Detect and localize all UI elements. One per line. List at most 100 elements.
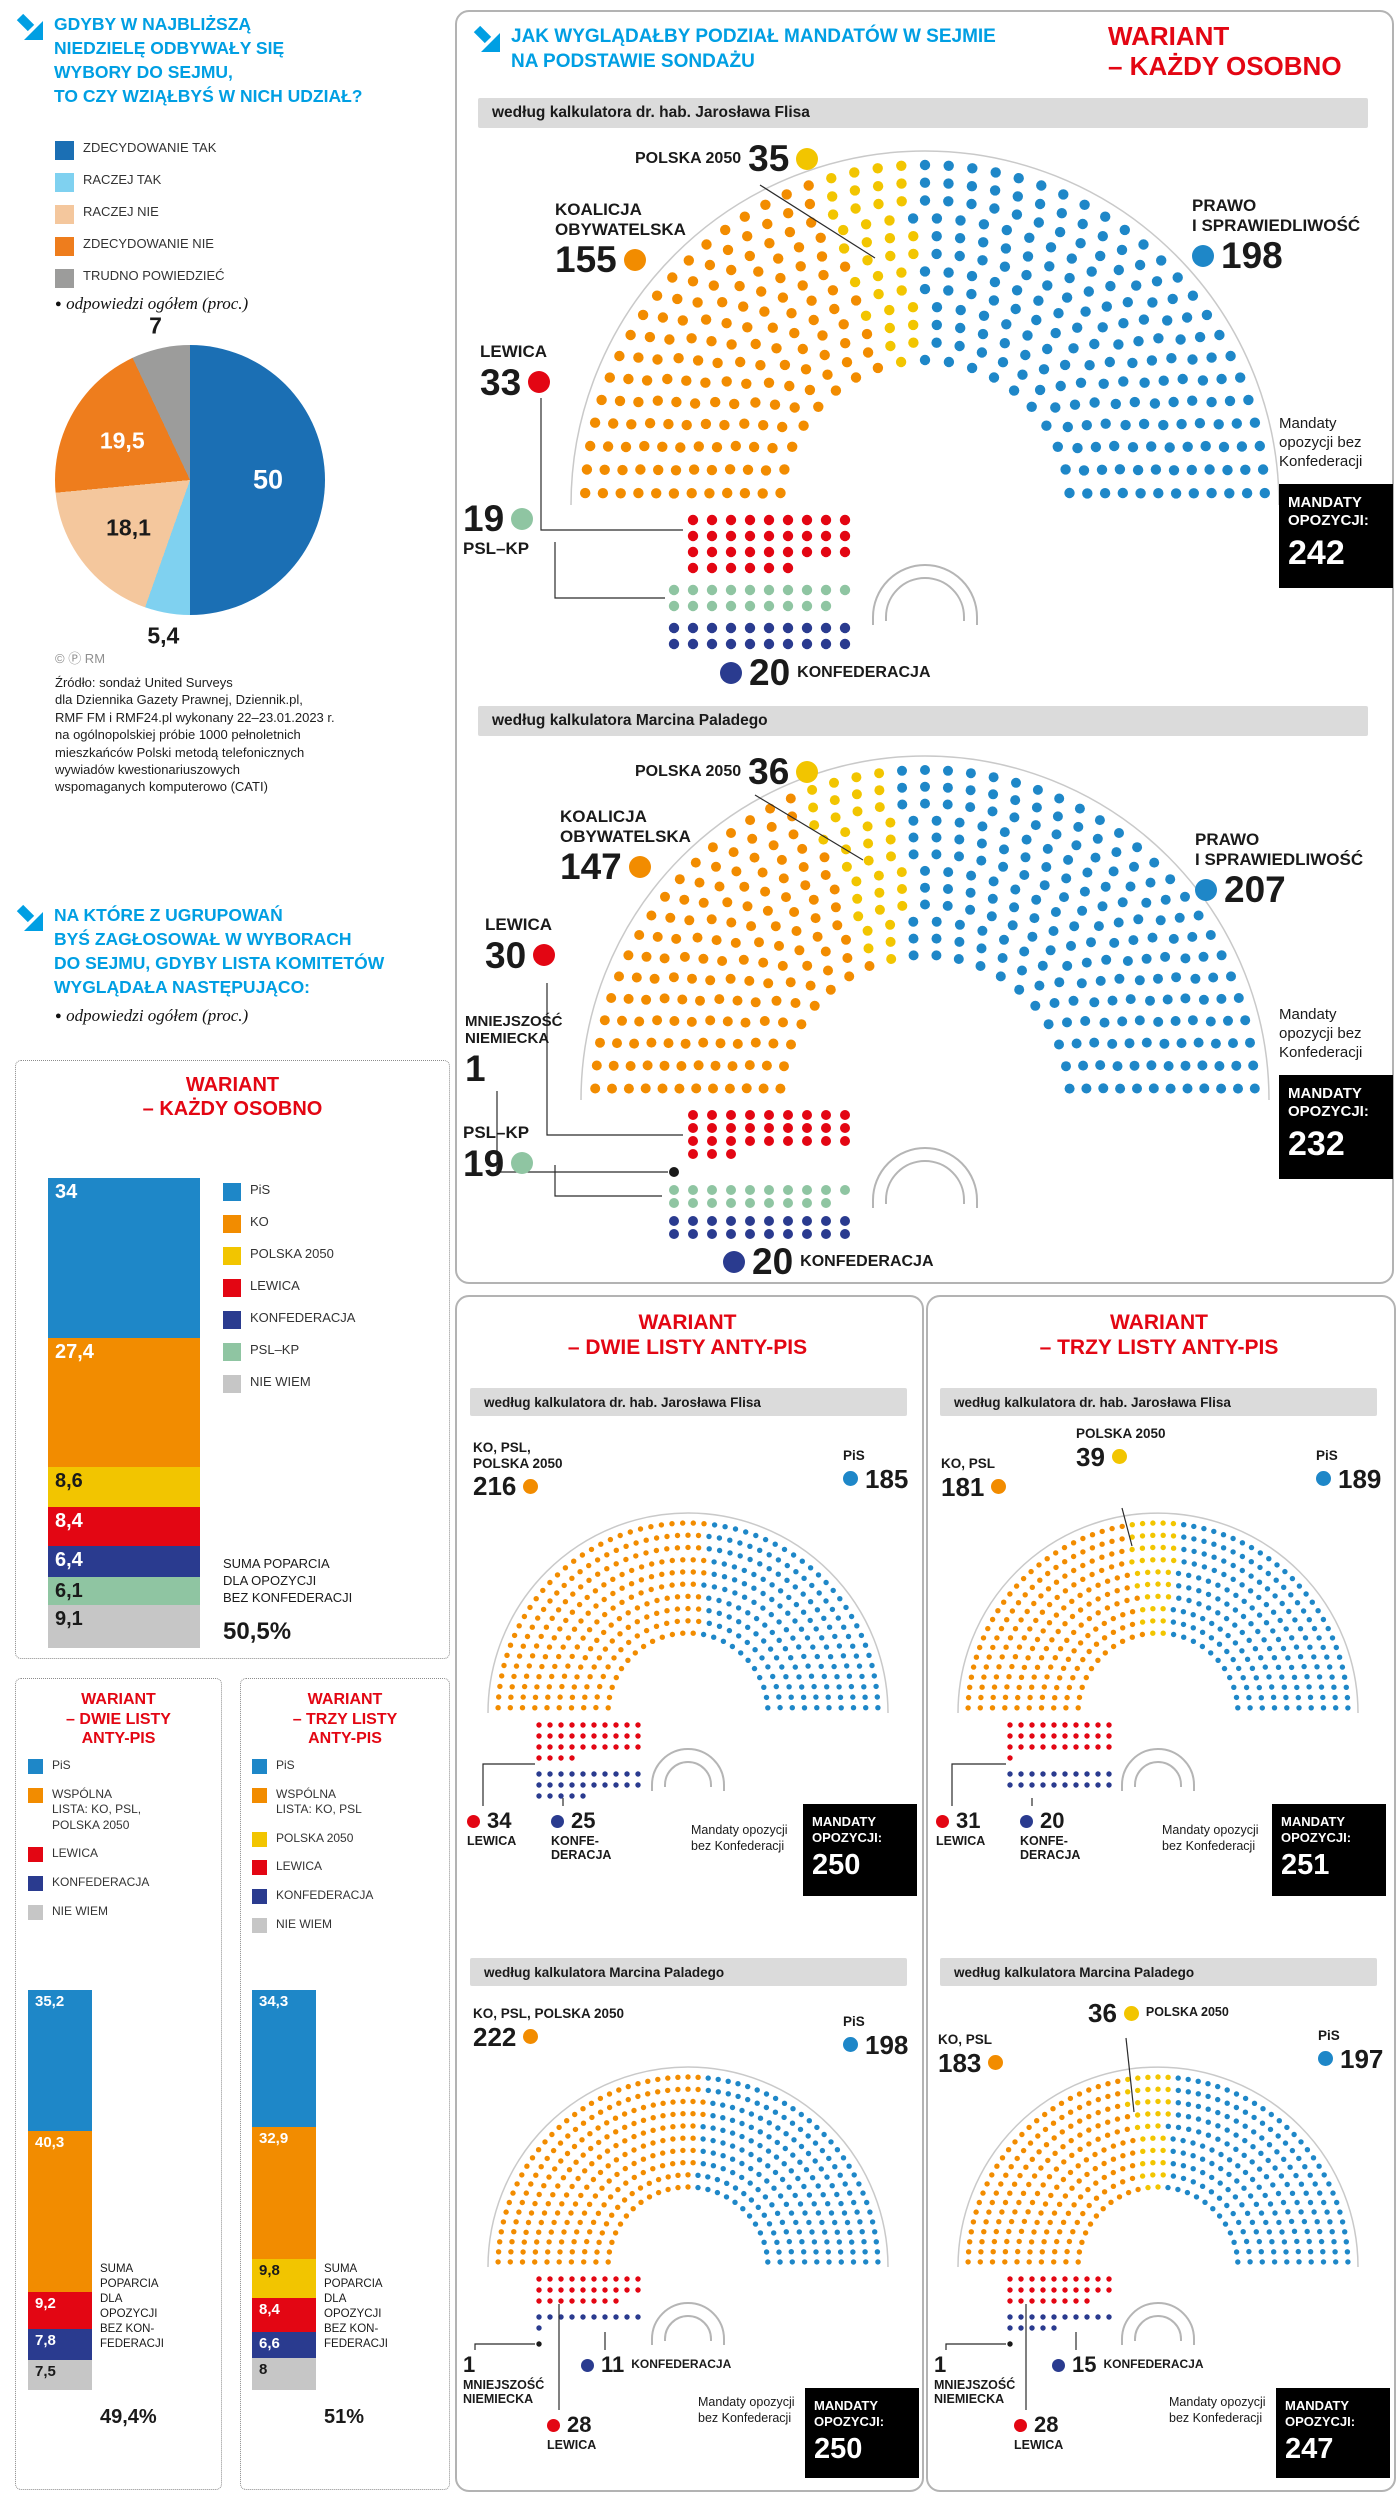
parliament-seats-svg xyxy=(482,1512,889,1806)
bar-value-label: 8,4 xyxy=(259,2301,280,2318)
question1-title: GDYBY W NAJBLIŻSZĄ NIEDZIELĘ ODBYWAŁY SI… xyxy=(54,14,363,107)
legend-label: POLSKA 2050 xyxy=(250,1246,334,1261)
variant1-title: WARIANT – KAŻDY OSOBNO xyxy=(142,1074,323,1120)
party-color-dot xyxy=(1020,1814,1033,1828)
opposition-box-value: 232 xyxy=(1288,1125,1345,1163)
bar-value-label: 40,3 xyxy=(35,2133,65,2151)
party-name: KOALICJA OBYWATELSKA xyxy=(560,807,691,846)
legend-item: RACZEJ TAK xyxy=(55,172,161,192)
party-name: PSL–KP xyxy=(463,539,530,558)
party-color-dot xyxy=(1318,2051,1333,2067)
bar-segment xyxy=(48,1337,200,1467)
party-color-dot xyxy=(796,760,819,783)
opposition-box-label: MANDATY OPOZYCJI: xyxy=(1281,1814,1352,1845)
opposition-box-value: 251 xyxy=(1281,1849,1330,1882)
legend-item: NIE WIEM xyxy=(223,1374,311,1393)
callout-p2050: 36 POLSKA 2050 xyxy=(1088,1998,1229,2028)
bullet-icon: ● xyxy=(55,1010,62,1022)
seat-row: 28 xyxy=(1014,2414,1063,2436)
callout-ko: KOALICJA OBYWATELSKA 147 xyxy=(560,807,691,887)
seat-count: 30 xyxy=(485,934,527,976)
pie-value-label: 5,4 xyxy=(147,622,180,649)
callout-konf: 20 KONFEDERACJA xyxy=(720,652,931,693)
variant3-title: WARIANT – TRZY LISTY ANTY-PIS xyxy=(292,1691,398,1748)
down-right-arrow-icon xyxy=(15,12,45,42)
down-right-arrow-icon xyxy=(15,903,45,933)
seat-row: 36 POLSKA 2050 xyxy=(1088,2000,1229,2026)
seat-row: 1 xyxy=(465,1050,563,1087)
responses-note-2: ● odpowiedzi ogółem (proc.) xyxy=(55,1006,248,1026)
seat-count: 19 xyxy=(463,1142,505,1184)
legend-item: NIE WIEM xyxy=(28,1904,108,1920)
seat-count: 222 xyxy=(473,2021,517,2052)
seat-row: 19 xyxy=(463,1142,534,1184)
seat-count: 25 xyxy=(571,1808,596,1833)
bar-value-label: 34,3 xyxy=(259,1993,289,2010)
seat-count: 198 xyxy=(865,2029,909,2060)
down-right-arrow-icon xyxy=(472,24,502,54)
party-name: LEWICA xyxy=(1014,2438,1064,2452)
seat-row: 183 xyxy=(938,2050,1004,2076)
seat-count: 33 xyxy=(480,361,522,403)
seat-row: 198 xyxy=(1192,237,1360,274)
callout-joint: KO, PSL, POLSKA 2050 216 xyxy=(473,1440,563,1501)
seat-count: 20 xyxy=(749,652,791,693)
seat-count: 28 xyxy=(567,2412,592,2437)
legend-label: ZDECYDOWANIE TAK xyxy=(83,140,217,155)
seat-row: 222 xyxy=(473,2024,624,2050)
pie-value-label: 50 xyxy=(252,464,284,495)
bar-value-label: 32,9 xyxy=(259,2130,289,2148)
party-name: PSL–KP xyxy=(463,1123,530,1142)
seat-count: 1 xyxy=(934,2352,947,2377)
legend-item: KONFEDERACJA xyxy=(28,1875,149,1891)
callout-pis: PRAWO I SPRAWIEDLIWOŚĆ 207 xyxy=(1195,830,1363,910)
legend-label: LEWICA xyxy=(52,1846,99,1861)
legend-item: PSL–KP xyxy=(223,1342,299,1361)
opposition-box-label: MANDATY OPOZYCJI: xyxy=(1285,2398,1356,2429)
callout-lewica: 34 LEWICA xyxy=(467,1808,516,1848)
turnout-pie-chart: 50 5,4 18,1 19,5 7 xyxy=(55,312,325,648)
party-color-dot xyxy=(991,1479,1007,1495)
opposition-box-label: MANDATY OPOZYCJI: xyxy=(1288,494,1369,529)
callout-konf: 20 KONFEDERACJA xyxy=(723,1241,934,1282)
legend-label: PiS xyxy=(276,1758,295,1772)
seat-row: 155 xyxy=(555,241,686,278)
bar-value-label: 7,8 xyxy=(35,2331,56,2349)
legend-item: KONFEDERACJA xyxy=(223,1310,355,1329)
party-color-dot xyxy=(988,2055,1004,2071)
party-name: PiS xyxy=(1316,1448,1338,1463)
legend-swatch xyxy=(252,1787,267,1803)
responses-note-text: odpowiedzi ogółem (proc.) xyxy=(66,1006,249,1025)
pie-value-label: 7 xyxy=(149,312,162,339)
seat-count: 1 xyxy=(465,1047,486,1089)
pie-value-label: 19,5 xyxy=(99,427,145,454)
seat-count: 28 xyxy=(1034,2412,1059,2437)
party-name: LEWICA xyxy=(467,1834,517,1848)
party-name: MNIEJSZOŚĆ NIEMIECKA xyxy=(463,2378,545,2407)
legend-label: TRUDNO POWIEDZIEĆ xyxy=(83,268,225,283)
parliament-diagram: KO, PSL, POLSKA 2050 222 PiS 198 1 MNIEJSZOŚĆ… xyxy=(455,1992,920,2486)
legend-item: WSPÓLNA LISTA: KO, PSL xyxy=(252,1787,362,1818)
party-color-dot xyxy=(511,507,534,530)
opposition-note: Mandaty opozycji bez Konfederacji xyxy=(691,1823,788,1853)
legend-item: PiS xyxy=(223,1182,270,1201)
parliament-diagram: KO, PSL, POLSKA 2050 216 PiS 185 34 LEWICA 25 K… xyxy=(455,1418,920,1950)
seat-projection-panel xyxy=(455,10,1394,1284)
opposition-box-value: 247 xyxy=(1285,2433,1334,2466)
party-name: KO, PSL xyxy=(941,1456,996,1471)
parliament-diagram: POLSKA 2050 35 KOALICJA OBYWATELSKA 155 LEWI… xyxy=(455,130,1393,705)
legend-swatch xyxy=(28,1759,43,1774)
legend-swatch xyxy=(55,173,74,192)
seat-row: 207 xyxy=(1195,871,1363,908)
callout-psl: 19 PSL–KP xyxy=(463,498,534,559)
seat-row: POLSKA 2050 35 xyxy=(635,140,819,177)
party-name: LEWICA xyxy=(936,1834,986,1848)
parliament-seats-svg xyxy=(945,2037,1359,2410)
bar-segment xyxy=(48,1576,200,1606)
callout-lewica: 28 LEWICA xyxy=(1014,2412,1063,2452)
seat-count: 197 xyxy=(1340,2043,1384,2074)
party-color-dot xyxy=(547,2418,560,2432)
bar-segment xyxy=(252,2358,316,2390)
party-name: KOALICJA OBYWATELSKA xyxy=(555,200,686,239)
legend-swatch xyxy=(223,1215,241,1233)
